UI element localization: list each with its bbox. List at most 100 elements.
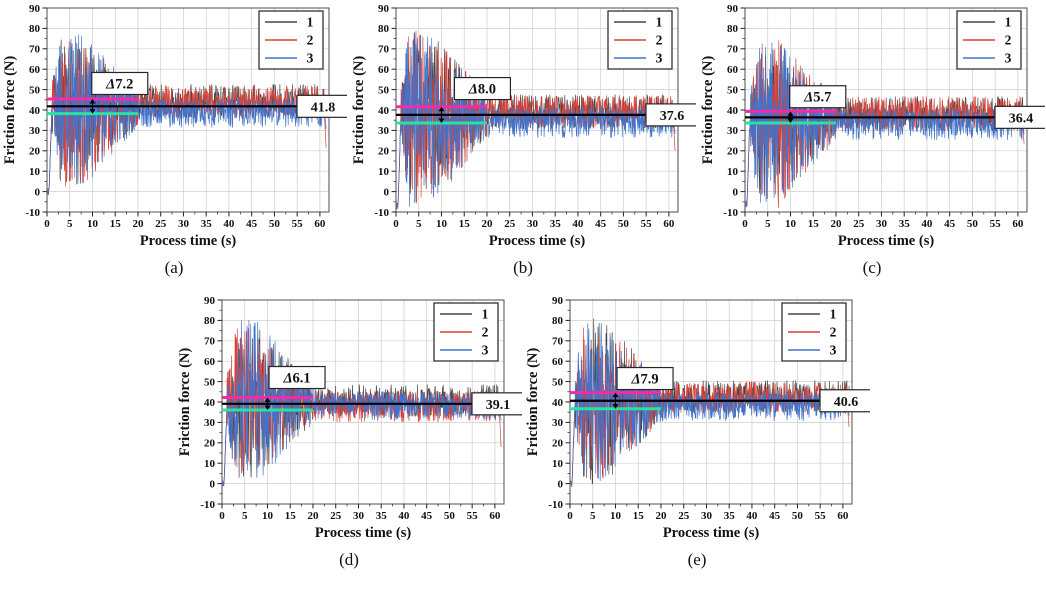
x-axis-tick-label: 10 (87, 218, 99, 230)
y-axis-tick-label: 60 (378, 64, 390, 76)
y-axis-tick-label: 0 (733, 186, 739, 198)
y-axis-tick-label: 70 (727, 44, 739, 56)
x-axis-tick-label: 5 (67, 218, 73, 230)
x-axis-label: Process time (s) (663, 525, 760, 541)
subplot-caption-c: (c) (862, 258, 882, 277)
legend-label-3: 3 (482, 343, 489, 358)
x-axis-tick-label: 60 (663, 218, 675, 230)
y-axis-tick-label: 20 (378, 146, 390, 158)
figure-row-bottom: 0 5 10 15 20 25 30 35 40 45 50 55 60 -10 0 10 20 30 40 50 60… (0, 292, 1046, 570)
y-axis-label: Friction force (N) (177, 348, 193, 457)
y-axis-tick-label: 10 (727, 166, 739, 178)
y-axis-tick-label: 90 (29, 3, 41, 15)
x-axis-tick-label: 40 (746, 510, 758, 522)
x-axis-tick-label: 25 (504, 218, 516, 230)
chart-svg-a: 0 5 10 15 20 25 30 35 40 45 50 55 60 -10 0 10 20 30 40 50 60… (1, 0, 347, 256)
delta-arrow-head-bottom (787, 118, 794, 124)
delta-annotation-box (91, 71, 149, 96)
y-axis-tick-label: 30 (552, 417, 564, 429)
y-axis-tick-label: 20 (204, 438, 216, 450)
x-axis-tick-label: 5 (416, 218, 422, 230)
y-axis-tick-label: 0 (558, 478, 564, 490)
delta-annotation-text: Δ5.7 (803, 90, 831, 106)
x-axis-tick-label: 20 (481, 218, 493, 230)
y-axis-label: Friction force (N) (700, 56, 716, 165)
y-axis-tick-label: 60 (727, 64, 739, 76)
delta-annotation-box (453, 76, 512, 101)
x-axis-tick-label: 20 (132, 218, 144, 230)
x-axis-tick-label: 10 (610, 510, 622, 522)
x-axis-tick-label: 15 (285, 510, 297, 522)
x-axis-tick-label: 40 (398, 510, 410, 522)
y-axis-tick-label: 50 (378, 84, 390, 96)
y-axis-tick-label: 0 (210, 478, 216, 490)
delta-annotation-box (268, 365, 326, 390)
x-axis-tick-label: 35 (899, 218, 911, 230)
legend-label-1: 1 (656, 15, 663, 30)
y-axis-tick-label: 40 (727, 105, 739, 117)
x-axis-tick-label: 35 (724, 510, 736, 522)
y-axis-tick-label: 70 (378, 44, 390, 56)
x-axis-tick-label: 35 (550, 218, 562, 230)
x-axis-tick-label: 30 (876, 218, 888, 230)
mean-value-text: 39.1 (486, 398, 511, 413)
x-axis-tick-label: 55 (467, 510, 479, 522)
mean-value-box (994, 105, 1045, 129)
legend-label-2: 2 (1005, 33, 1012, 48)
x-axis-tick-label: 15 (110, 218, 122, 230)
x-axis-tick-label: 45 (595, 218, 607, 230)
x-axis-tick-label: 40 (921, 218, 933, 230)
y-axis-tick-label: 20 (727, 146, 739, 158)
legend-label-1: 1 (830, 307, 837, 322)
delta-arrow-head-bottom (264, 405, 271, 410)
mean-value-text: 41.8 (311, 100, 336, 115)
y-axis-tick-label: 40 (29, 105, 41, 117)
x-axis-tick-label: 0 (219, 510, 225, 522)
x-axis-tick-label: 20 (655, 510, 667, 522)
chart-svg-c: 0 5 10 15 20 25 30 35 40 45 50 55 60 -10 0 10 20 30 40 50 60… (699, 0, 1045, 256)
mean-value-box (296, 94, 347, 118)
y-axis-tick-label: 70 (204, 336, 216, 348)
x-axis-tick-label: 50 (444, 510, 456, 522)
figure-panel: 0 5 10 15 20 25 30 35 40 45 50 55 60 -10 0 10 20 30 40 50 60… (0, 0, 1046, 570)
y-axis-tick-label: 30 (204, 417, 216, 429)
delta-arrow-head-bottom (89, 109, 96, 114)
x-axis-tick-label: 30 (701, 510, 713, 522)
x-axis-tick-label: 35 (201, 218, 213, 230)
x-axis-tick-label: 55 (641, 218, 653, 230)
legend-label-3: 3 (830, 343, 837, 358)
x-axis-tick-label: 45 (421, 510, 433, 522)
y-axis-tick-label: 70 (29, 44, 41, 56)
y-axis-tick-label: 40 (378, 105, 390, 117)
x-axis-tick-label: 10 (785, 218, 797, 230)
x-axis-tick-label: 55 (815, 510, 827, 522)
y-axis-tick-label: -10 (200, 499, 215, 511)
y-axis-tick-label: 80 (727, 23, 739, 35)
y-axis-label: Friction force (N) (351, 56, 367, 165)
y-axis-tick-label: 80 (29, 23, 41, 35)
x-axis-tick-label: 5 (242, 510, 248, 522)
y-axis-tick-label: 60 (552, 356, 564, 368)
y-axis-tick-label: 70 (552, 336, 564, 348)
y-axis-tick-label: 90 (378, 3, 390, 15)
delta-arrow-head-top (264, 397, 271, 403)
y-axis-tick-label: 90 (204, 295, 216, 307)
x-axis-tick-label: 20 (830, 218, 842, 230)
y-axis-tick-label: 10 (378, 166, 390, 178)
chart-svg-e: 0 5 10 15 20 25 30 35 40 45 50 55 60 -10 0 10 20 30 40 50 60… (524, 292, 870, 548)
x-axis-label: Process time (s) (838, 233, 935, 249)
x-axis-tick-label: 0 (742, 218, 748, 230)
series-line-3 (221, 320, 502, 487)
delta-arrow-head-top (89, 98, 96, 104)
legend-label-1: 1 (307, 15, 314, 30)
x-axis-tick-label: 60 (314, 218, 326, 230)
y-axis-label: Friction force (N) (2, 56, 18, 165)
x-axis-tick-label: 55 (292, 218, 304, 230)
y-axis-tick-label: 80 (204, 315, 216, 327)
x-axis-tick-label: 45 (944, 218, 956, 230)
x-axis-tick-label: 20 (307, 510, 319, 522)
x-axis-tick-label: 50 (792, 510, 804, 522)
delta-arrow-head-bottom (612, 404, 619, 409)
delta-annotation-box (789, 85, 847, 109)
subplot-caption-e: (e) (687, 550, 707, 569)
